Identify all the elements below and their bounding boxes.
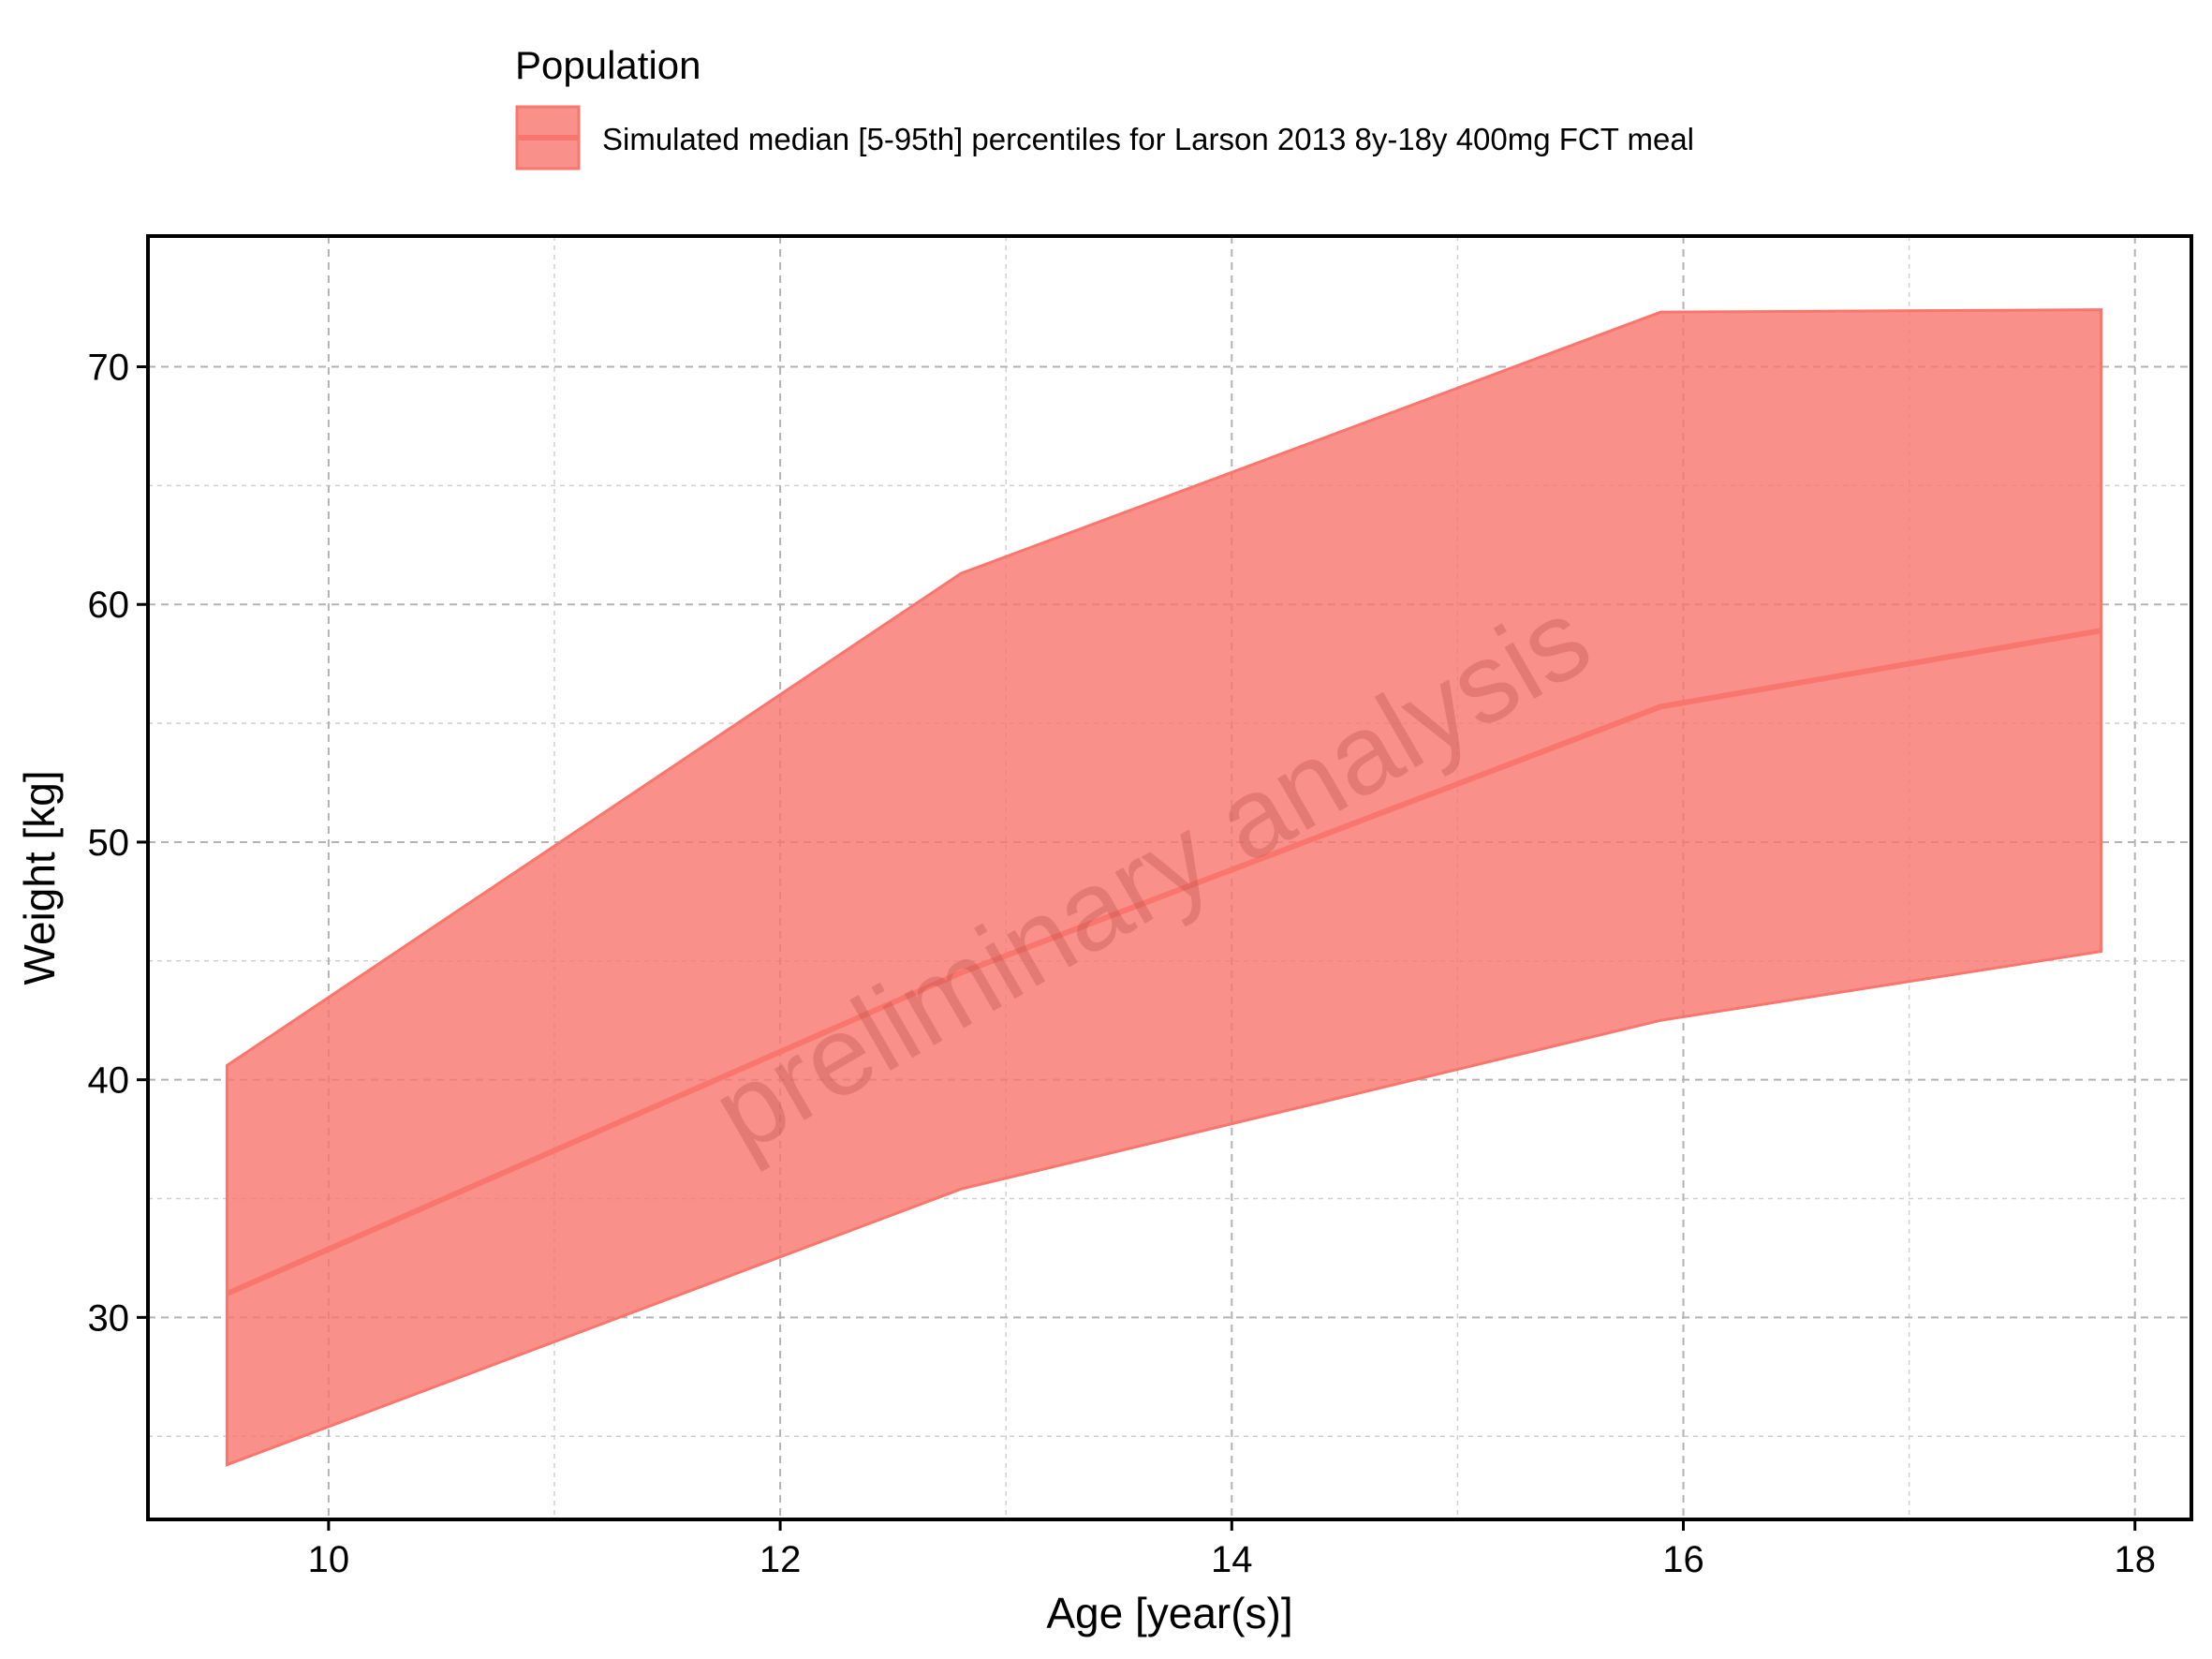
percentile-band	[225, 308, 2103, 1467]
median-line	[226, 628, 2102, 1296]
x-tick-label: 18	[2114, 1539, 2156, 1580]
y-axis: 30 40 50 60 70	[88, 348, 148, 1339]
x-tick-label: 14	[1211, 1539, 1253, 1580]
y-tick-label: 70	[88, 348, 130, 389]
legend: Population Simulated median [5-95th] per…	[515, 43, 1694, 170]
x-axis: 10 12 14 16 18	[308, 1519, 2156, 1580]
y-tick-label: 50	[88, 822, 130, 864]
x-tick-label: 16	[1662, 1539, 1704, 1580]
x-axis-title: Age [year(s)]	[1046, 1589, 1292, 1637]
y-tick-label: 40	[88, 1060, 130, 1102]
y-tick-label: 30	[88, 1297, 130, 1339]
series-layer	[225, 308, 2103, 1467]
y-axis-title: Weight [kg]	[15, 770, 64, 985]
plot-frame	[146, 234, 2193, 1521]
y-tick-label: 60	[88, 585, 130, 626]
legend-entry-label: Simulated median [5-95th] percentiles fo…	[602, 122, 1694, 156]
legend-title: Population	[515, 43, 701, 87]
x-tick-label: 10	[308, 1539, 350, 1580]
x-tick-label: 12	[759, 1539, 802, 1580]
